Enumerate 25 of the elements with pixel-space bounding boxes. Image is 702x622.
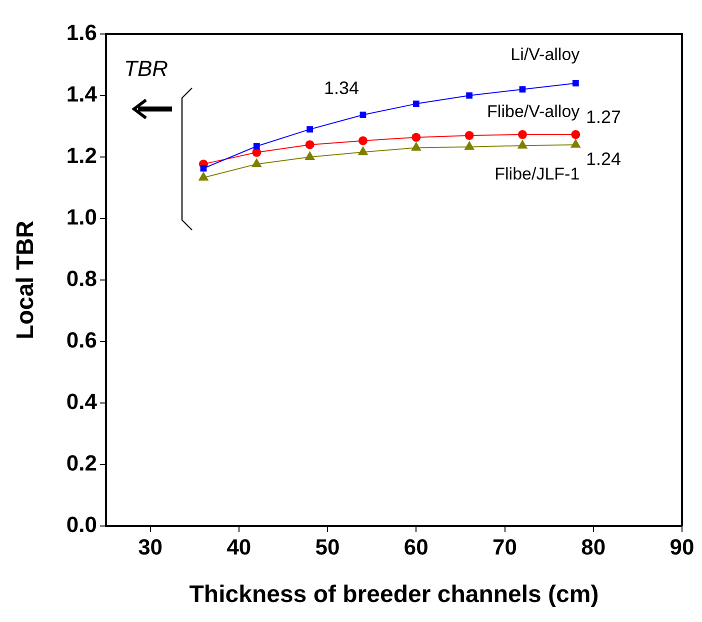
series-label: Flibe/JLF-1 [494, 164, 580, 184]
x-tick-label: 50 [315, 534, 340, 560]
x-tick-label: 60 [404, 534, 428, 560]
x-axis-title: Thickness of breeder channels (cm) [189, 581, 599, 608]
y-tick-label: 0.8 [66, 266, 97, 292]
x-tick-label: 40 [226, 534, 252, 560]
annotation: 1.24 [586, 148, 622, 169]
y-tick-label: 0.4 [66, 389, 98, 414]
annotation: TBR [124, 56, 168, 82]
y-tick-label: 1.0 [66, 204, 97, 230]
y-axis-title: Local TBR [12, 220, 40, 340]
x-tick-label: 80 [581, 534, 606, 560]
annotation: 1.34 [324, 78, 360, 98]
y-tick-label: 1.6 [66, 20, 97, 46]
x-tick-label: 30 [138, 534, 163, 560]
y-tick-label: 0.0 [66, 512, 97, 538]
y-tick-label: 0.2 [66, 450, 97, 476]
y-tick-label: 0.6 [66, 328, 97, 353]
x-tick-label: 90 [670, 534, 694, 560]
y-tick-label: 1.2 [66, 143, 97, 168]
series-label: Li/V-alloy [510, 44, 580, 64]
series-label: Flibe/V-alloy [487, 102, 580, 122]
y-tick-label: 1.4 [66, 82, 98, 107]
x-tick-label: 70 [492, 534, 518, 560]
annotation: 1.27 [586, 106, 622, 127]
